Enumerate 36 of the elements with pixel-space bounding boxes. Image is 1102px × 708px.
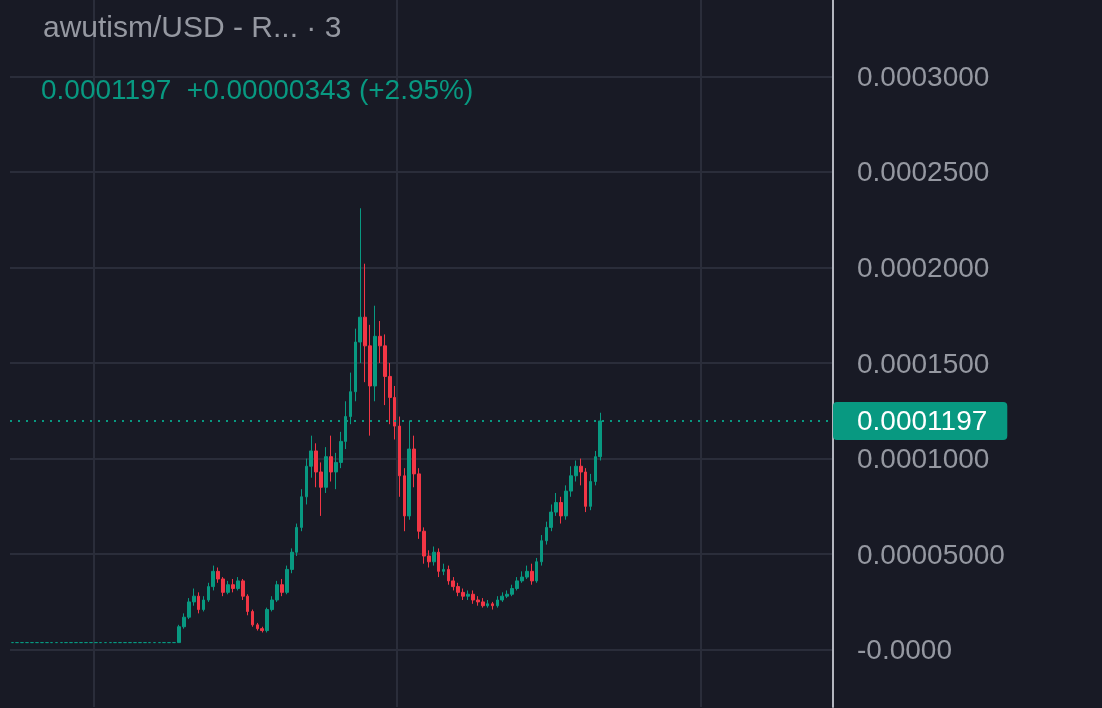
candlestick [540, 534, 543, 567]
candlestick [197, 591, 200, 614]
candlestick [300, 488, 303, 532]
candlestick [535, 557, 538, 584]
candlestick [236, 576, 240, 591]
text: 0.0001197 +0.00000343 (+2.95%) [41, 73, 474, 105]
y-tick-label: 0.00005000 [857, 538, 1005, 570]
candlestick [324, 446, 328, 494]
candlestick [398, 416, 401, 498]
candlestick [231, 578, 235, 593]
y-tick-label: 0.0001500 [857, 347, 990, 379]
candlestick [589, 473, 592, 511]
candlestick [530, 563, 534, 586]
y-tick-label: -0.0000 [857, 634, 952, 666]
candlestick [432, 545, 436, 567]
candlestick [280, 578, 284, 597]
chart-title: awutism/USD - R... · 3 [43, 9, 342, 43]
ref-line-label: 0.0001197 [857, 405, 988, 437]
candlestick [226, 580, 230, 595]
candlestick [466, 589, 470, 601]
y-tick-label: 0.0003000 [857, 60, 990, 92]
candlestick [251, 609, 254, 628]
candlestick [559, 496, 563, 525]
candlestick [491, 601, 494, 611]
candlestick [329, 435, 333, 483]
y-tick-label: 0.0001000 [857, 443, 990, 475]
y-tick-label: 0.0002500 [857, 156, 990, 188]
candlestick [437, 547, 440, 578]
candlestick [349, 372, 352, 425]
candlestick [403, 467, 406, 532]
candlestick [442, 563, 445, 576]
y-tick-label: 0.0002000 [857, 252, 990, 284]
candlestick [373, 305, 377, 402]
candlestick [202, 595, 205, 612]
candlestick [486, 599, 489, 609]
candlestick [260, 626, 264, 633]
